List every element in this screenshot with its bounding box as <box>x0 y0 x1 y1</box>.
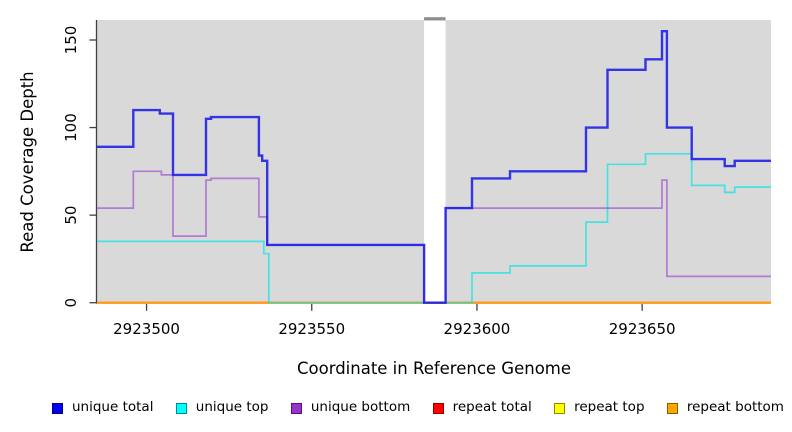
coverage-plot: 0 50 100 150 2923500 2923550 2923600 2923650 R… <box>18 17 771 378</box>
legend-label-repeat-top: repeat top <box>574 399 645 416</box>
legend-item-unique-total: unique total <box>52 401 153 415</box>
x-tick-label: 2923550 <box>278 320 345 338</box>
legend-swatch-repeat-bottom <box>666 402 678 414</box>
legend-swatch-unique-top <box>175 402 187 414</box>
y-tick-label: 150 <box>62 26 80 55</box>
x-axis-title: Coordinate in Reference Genome <box>297 359 571 378</box>
y-tick-label: 0 <box>62 298 80 308</box>
legend-swatch-unique-bottom <box>290 402 302 414</box>
y-axis: 0 50 100 150 <box>62 26 97 308</box>
coverage-gap-band <box>424 20 446 304</box>
x-tick-label: 2923500 <box>113 320 180 338</box>
x-tick-label: 2923650 <box>609 320 676 338</box>
legend-item-repeat-top: repeat top <box>554 399 645 416</box>
series-line-unique-top <box>97 152 771 304</box>
x-axis: 2923500 2923550 2923600 2923650 <box>113 303 676 338</box>
legend-item-unique-bottom: unique bottom <box>290 399 411 416</box>
series-line-unique-bottom <box>97 170 771 304</box>
y-tick-label: 50 <box>62 206 80 225</box>
legend-label-unique-total: unique total <box>72 399 154 416</box>
gap-top-marker <box>424 17 446 21</box>
legend-label-unique-bottom: unique bottom <box>310 399 411 416</box>
legend: unique total unique top unique bottom repea… <box>52 398 784 418</box>
legend-swatch-unique-total <box>52 402 63 414</box>
legend-label-repeat-bottom: repeat bottom <box>686 399 784 416</box>
legend-label-unique-top: unique top <box>195 399 269 416</box>
legend-swatch-repeat-top <box>554 402 566 414</box>
series-line-unique-total <box>97 30 771 304</box>
y-tick-label: 100 <box>62 113 80 142</box>
legend-label-repeat-total: repeat total <box>452 399 532 416</box>
legend-item-repeat-total: repeat total <box>432 399 532 416</box>
x-tick-label: 2923600 <box>444 320 511 338</box>
legend-swatch-repeat-total <box>432 402 444 414</box>
legend-item-unique-top: unique top <box>175 399 269 416</box>
y-axis-title: Read Coverage Depth <box>18 71 37 252</box>
legend-item-repeat-bottom: repeat bottom <box>666 399 784 416</box>
series-lines <box>97 30 771 304</box>
